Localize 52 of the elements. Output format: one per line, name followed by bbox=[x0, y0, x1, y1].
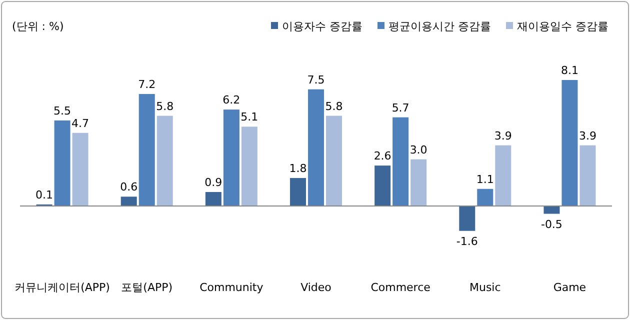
bar bbox=[72, 132, 88, 206]
data-label: 4.7 bbox=[72, 116, 90, 130]
bar bbox=[459, 206, 476, 231]
bar bbox=[223, 110, 240, 206]
bar bbox=[495, 145, 512, 206]
data-label: 0.9 bbox=[204, 176, 222, 189]
text: (단위 : %) bbox=[12, 20, 64, 33]
bar bbox=[392, 117, 409, 206]
data-label: 3.9 bbox=[578, 129, 596, 142]
data-label: 2.6 bbox=[374, 150, 392, 163]
data-label: -0.5 bbox=[540, 218, 562, 231]
data-label: 3.9 bbox=[494, 129, 512, 142]
legend-label: 재이용일수 증감률 bbox=[517, 20, 608, 33]
data-label: 3.0 bbox=[410, 143, 428, 156]
bar bbox=[120, 196, 137, 206]
data-label: 7.5 bbox=[307, 73, 325, 86]
bar bbox=[205, 192, 222, 206]
x-tick-label: Music bbox=[469, 281, 501, 294]
bar bbox=[562, 80, 578, 206]
x-tick-label: Community bbox=[200, 281, 264, 294]
bar bbox=[241, 126, 258, 206]
data-label: 5.1 bbox=[240, 110, 258, 124]
bar bbox=[308, 89, 324, 206]
data-label: 6.2 bbox=[222, 94, 240, 107]
data-label: 0.1 bbox=[36, 188, 54, 202]
data-label: 5.8 bbox=[325, 100, 343, 113]
x-tick-label: Commerce bbox=[370, 281, 431, 294]
x-tick-label: 커뮤니케이터(APP) bbox=[14, 281, 110, 294]
bar bbox=[156, 116, 173, 206]
bar bbox=[580, 145, 596, 206]
data-label: 0.6 bbox=[120, 180, 138, 194]
bar bbox=[410, 159, 427, 206]
data-label: 5.7 bbox=[392, 101, 410, 114]
bar bbox=[544, 206, 560, 214]
data-label: 7.2 bbox=[138, 78, 156, 91]
bar bbox=[326, 116, 342, 206]
x-tick-label: Video bbox=[300, 281, 332, 294]
data-label: 5.8 bbox=[156, 100, 174, 113]
bar bbox=[374, 166, 391, 206]
data-label: 5.5 bbox=[54, 104, 72, 118]
bar bbox=[290, 178, 306, 206]
bar bbox=[54, 120, 70, 206]
legend-label: 평균이용시간 증감률 bbox=[388, 20, 491, 33]
bar bbox=[138, 94, 155, 206]
bar bbox=[477, 188, 494, 206]
x-tick-label: 포털(APP) bbox=[121, 281, 173, 294]
data-label: -1.6 bbox=[456, 234, 478, 248]
legend-label: 이용자수 증감률 bbox=[282, 20, 362, 33]
data-label: 1.8 bbox=[289, 162, 307, 175]
data-label: 8.1 bbox=[560, 64, 578, 77]
x-tick-label: Game bbox=[553, 281, 586, 294]
data-label: 1.1 bbox=[476, 172, 494, 186]
